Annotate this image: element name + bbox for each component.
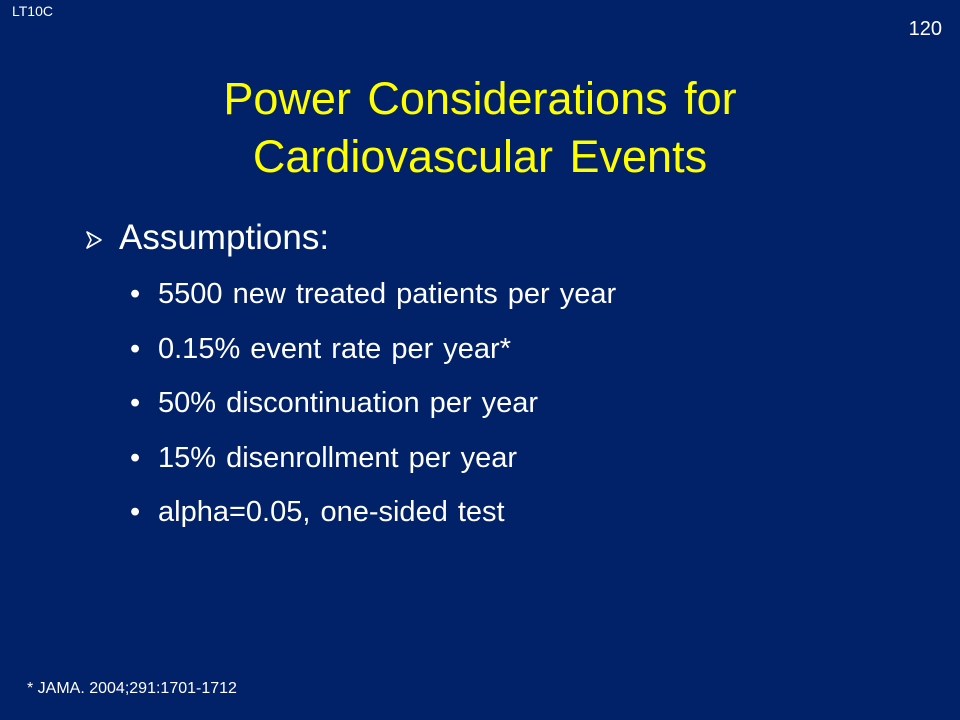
list-item: • 50% discontinuation per year <box>130 387 616 442</box>
assumptions-heading-label: Assumptions: <box>119 218 330 257</box>
list-item: • 5500 new treated patients per year <box>130 278 616 333</box>
slide-title-line-2: Cardiovascular Events <box>252 131 708 182</box>
list-item-text: alpha=0.05, one-sided test <box>158 496 505 528</box>
list-item-text: 0.15% event rate per year* <box>158 332 511 365</box>
bullet-dot-icon: • <box>130 441 141 474</box>
bullet-dot-icon: • <box>130 278 141 310</box>
list-item-text: 15% disenrollment per year <box>158 441 518 474</box>
slide-title-line-1: Power Considerations for <box>223 73 737 124</box>
assumptions-list: • 5500 new treated patients per year • 0… <box>130 278 616 551</box>
slide-title: Power Considerations for Cardiovascular … <box>0 70 960 186</box>
bullet-dot-icon: • <box>130 387 141 419</box>
list-item: • 15% disenrollment per year <box>130 442 616 497</box>
bullet-dot-icon: • <box>130 496 141 528</box>
list-item: • 0.15% event rate per year* <box>130 333 616 388</box>
footnote: * JAMA. 2004;291:1701-1712 <box>27 680 237 697</box>
list-item-text: 50% discontinuation per year <box>158 387 539 419</box>
list-item-text: 5500 new treated patients per year <box>158 278 617 310</box>
assumptions-heading: Assumptions: <box>85 218 329 258</box>
corner-label: LT10C <box>12 3 53 19</box>
list-item: • alpha=0.05, one-sided test <box>130 496 616 551</box>
arrow-bullet-icon <box>86 231 102 249</box>
slide-number: 120 <box>908 18 942 40</box>
bullet-dot-icon: • <box>130 332 141 365</box>
